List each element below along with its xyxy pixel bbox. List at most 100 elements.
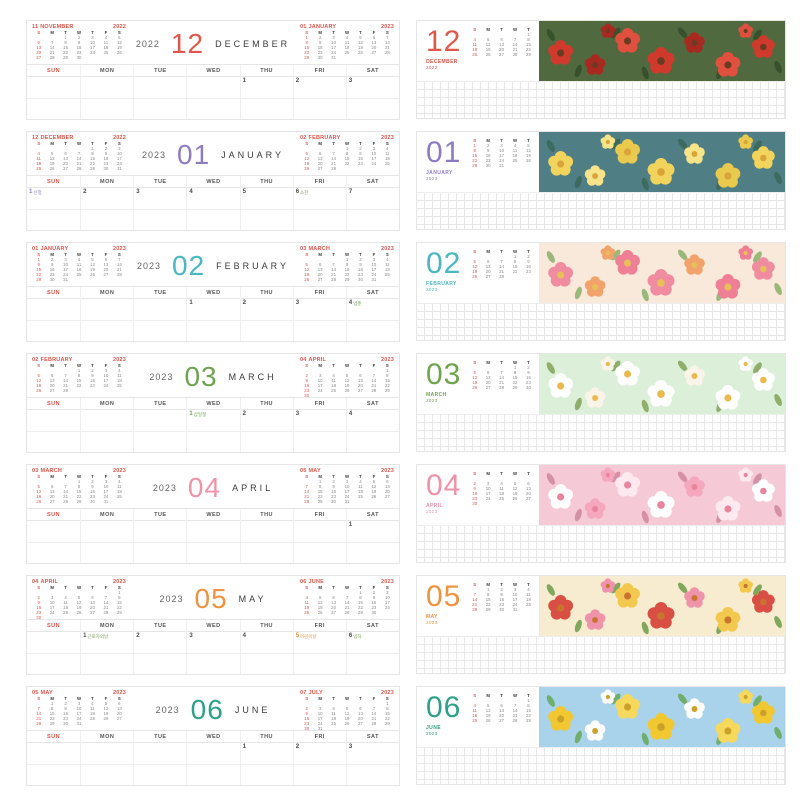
mini-date: 27	[499, 53, 505, 58]
month-row-june: 05 MAY 2023 S M T W T F S 1 2 3 4 5 6 7 8 9 10 11 12 13 14 15 16 1…	[26, 686, 786, 786]
mini-weekday-label: T	[527, 694, 531, 699]
mini-month-year: 2023	[380, 135, 394, 141]
mini-weekday-label: M	[486, 361, 491, 366]
mini-date: 8	[77, 374, 81, 379]
floral-illustration-pink-and-orange-blossoms	[539, 243, 785, 303]
weekday-label: SAT	[345, 509, 399, 521]
mini-date: 3	[500, 144, 504, 149]
mini-date: 21	[499, 381, 505, 386]
weekday-label: THU	[239, 287, 293, 299]
mini-date: 26	[344, 722, 350, 727]
mini-date: 6	[118, 702, 121, 707]
weekday-label: TUE	[133, 620, 186, 632]
weekday-label: MON	[80, 509, 133, 521]
date-cell	[345, 542, 399, 563]
mini-date: 9	[91, 485, 94, 490]
weekday-label: WED	[186, 620, 239, 632]
mini-date: 1	[305, 36, 308, 41]
mini-date: 28	[76, 167, 82, 172]
weekday-label: TUE	[133, 509, 186, 521]
mini-date: 20	[486, 270, 491, 275]
date-cell: 6 소한	[292, 188, 346, 209]
mini-weekday-label: T	[500, 139, 504, 144]
mini-date: 21	[331, 162, 336, 167]
mini-date: 12	[486, 43, 491, 48]
mini-month-year: 2023	[380, 24, 394, 30]
mini-weekday-label: T	[527, 472, 531, 477]
mini-weekday-label: T	[500, 250, 504, 255]
mini-weekday-label: S	[305, 697, 309, 702]
mini-weekday-label: W	[76, 364, 82, 369]
mini-date	[381, 278, 394, 283]
mini-date: 25	[499, 497, 505, 502]
mini-weekday-label: T	[64, 142, 67, 147]
mini-weekday-label: S	[473, 139, 477, 144]
holiday-label: 소한	[300, 190, 309, 195]
mini-weekday-label: M	[318, 142, 322, 147]
mini-date: 6	[332, 596, 335, 601]
mini-date	[354, 56, 367, 61]
mini-date: 30	[486, 164, 491, 169]
mini-weekday-label: S	[473, 361, 477, 366]
date-number: 3	[189, 633, 193, 639]
mini-date: 27	[384, 495, 390, 500]
mini-date: 15	[76, 490, 82, 495]
mini-weekday-label: S	[37, 697, 41, 702]
mini-date: 5	[104, 702, 108, 707]
mini-date: 23	[90, 384, 95, 389]
mini-weekday-label: S	[117, 364, 121, 369]
mini-weekday-label: S	[305, 142, 309, 147]
mini-date: 7	[118, 258, 121, 263]
date-number: 1	[242, 78, 246, 84]
desk-calendar-spread-december: 11 NOVEMBER 2022 S M T W T F S 1 2 3 4 5 6 7 8 9 10 11 12 13 14…	[26, 20, 400, 120]
card-month-number: 05	[426, 580, 462, 613]
mini-date: 4	[104, 36, 108, 41]
mini-date: 1	[318, 480, 322, 485]
month-row-march: 02 FEBRUARY 2023 S M T W T F S 1 2 3 4 5 6 7 8 9 10 11 12 13 14…	[26, 353, 786, 453]
spread-title: 2023 01 JANUARY	[142, 140, 284, 170]
date-cell	[292, 98, 346, 119]
mini-date: 7	[50, 41, 54, 46]
mini-date: 9	[64, 707, 67, 712]
weekday-header-row: SUN MON TUE WED THU FRI SAT	[27, 397, 399, 410]
mini-date: 29	[344, 278, 350, 283]
mini-weekday-label: W	[513, 250, 518, 255]
mini-weekday-label: T	[500, 583, 504, 588]
mini-date: 14	[304, 490, 310, 495]
mini-date: 9	[372, 596, 376, 601]
mini-date: 7	[372, 707, 376, 712]
mini-date: 10	[384, 596, 390, 601]
mini-date: 23	[358, 162, 363, 167]
mini-date: 13	[486, 376, 491, 381]
date-cell	[239, 542, 293, 563]
date-cell	[186, 653, 240, 674]
date-cell	[292, 521, 346, 542]
mini-date: 2	[487, 144, 490, 149]
mini-date: 26	[486, 53, 491, 58]
mini-date: 24	[371, 162, 377, 167]
mini-date: 24	[49, 611, 55, 616]
mini-date: 26	[76, 611, 82, 616]
mini-month-number: 01	[299, 24, 307, 30]
mini-date: 2	[37, 596, 40, 601]
mini-weekday-label: T	[91, 586, 94, 591]
card-month-name: APRIL	[426, 503, 443, 509]
mini-date: 6	[487, 371, 490, 376]
mini-calendar-april: 04 APRIL 2023 S M T W T F S 1 2 3 4 5 6 7 8 9 10 11 12 13 14 15 1…	[300, 357, 394, 397]
mini-calendar-header: 03 MARCH 2023	[300, 246, 394, 253]
mini-date: 22	[76, 495, 82, 500]
weekday-label: FRI	[292, 398, 346, 410]
mini-date: 12	[526, 149, 532, 154]
mini-date	[86, 389, 99, 394]
mini-date: 11	[344, 41, 350, 46]
desk-calendar-spread-april: 03 MARCH 2023 S M T W T F S 1 2 3 4 5 6 7 8 9 10 11 12 13 14 15 1…	[26, 464, 400, 564]
date-cell	[27, 743, 80, 764]
mini-weekday-label: T	[91, 142, 94, 147]
floral-illustration-cherry-blossoms	[539, 465, 785, 525]
spread-year: 2023	[149, 372, 174, 382]
card-number-block: 02 FEBRUARY 2023	[426, 248, 461, 303]
spread-year: 2023	[152, 483, 177, 493]
mini-date: 13	[116, 707, 122, 712]
mini-date: 5	[318, 596, 322, 601]
